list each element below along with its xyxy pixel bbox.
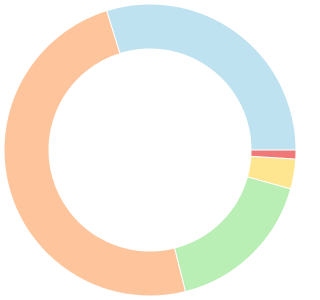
donut-segment xyxy=(3,9,187,297)
donut-segment xyxy=(105,3,297,151)
donut-segment xyxy=(173,176,292,293)
chart xyxy=(3,3,297,297)
